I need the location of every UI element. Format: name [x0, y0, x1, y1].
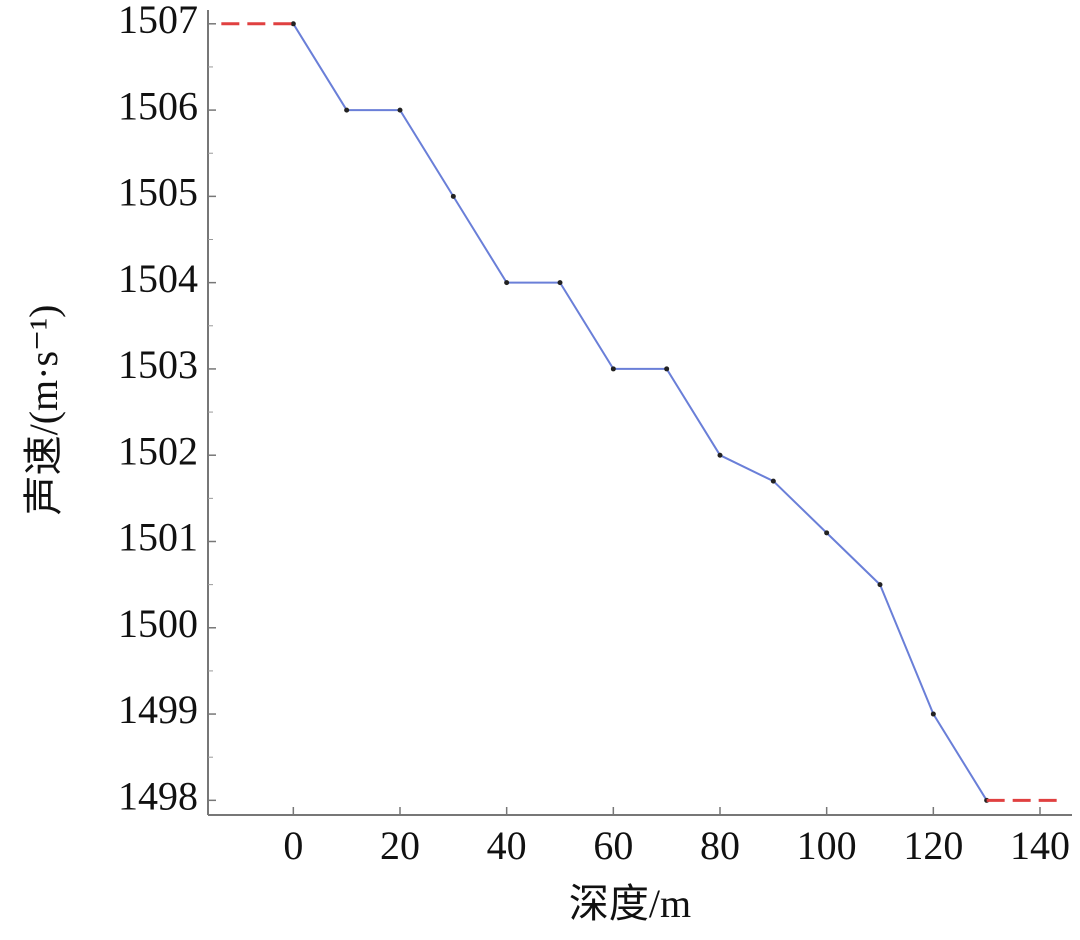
point [290, 21, 296, 27]
x-tick-label: 120 [903, 823, 963, 868]
point [824, 530, 830, 536]
y-tick-label: 1502 [118, 428, 198, 473]
y-tick-label: 1500 [118, 601, 198, 646]
y-tick-label: 1501 [118, 515, 198, 560]
point [770, 478, 776, 484]
y-tick-label: 1507 [118, 0, 198, 42]
point [397, 107, 403, 113]
x-tick-label: 80 [700, 823, 740, 868]
y-axis-label: 声速/(m·s⁻¹) [21, 305, 66, 516]
point [450, 193, 456, 199]
point [344, 107, 350, 113]
x-axis-label: 深度/m [569, 881, 691, 926]
x-tick-label: 20 [380, 823, 420, 868]
point [557, 280, 563, 286]
x-tick-label: 60 [593, 823, 633, 868]
y-tick-label: 1498 [118, 774, 198, 819]
y-tick-label: 1505 [118, 170, 198, 215]
x-tick-label: 40 [487, 823, 527, 868]
point [504, 280, 510, 286]
x-tick-label: 140 [1010, 823, 1070, 868]
point [717, 452, 723, 458]
y-tick-label: 1503 [118, 342, 198, 387]
point [930, 711, 936, 717]
y-tick-label: 1504 [118, 256, 198, 301]
y-tick-label: 1499 [118, 687, 198, 732]
y-tick-label: 1506 [118, 83, 198, 128]
point [877, 582, 883, 588]
x-tick-label: 100 [797, 823, 857, 868]
point [664, 366, 670, 372]
line [292, 23, 988, 801]
point [610, 366, 616, 372]
x-tick-label: 0 [283, 823, 303, 868]
